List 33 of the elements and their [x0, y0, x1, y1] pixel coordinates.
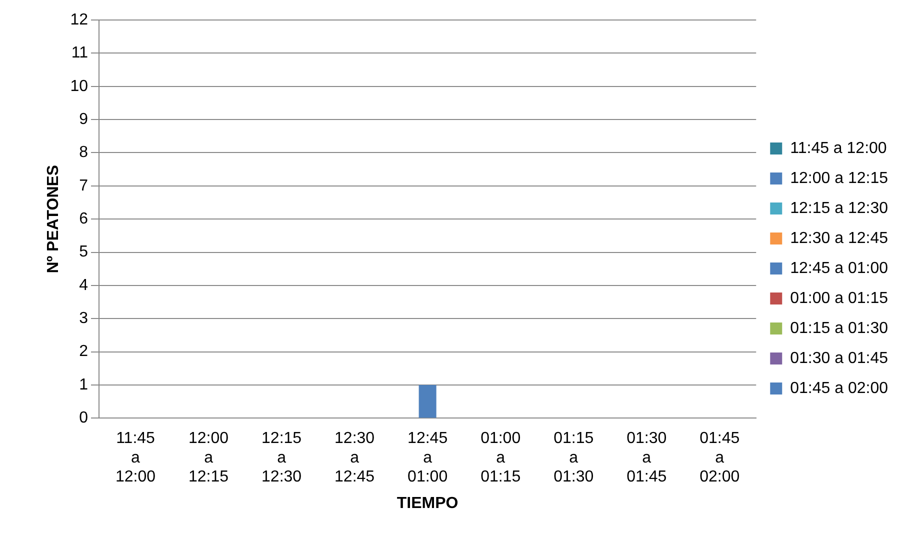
legend-label: 01:00 a 01:15: [790, 290, 888, 307]
y-tick-label: 9: [79, 110, 88, 128]
y-tick-label: 0: [79, 410, 88, 427]
legend-label: 12:15 a 12:30: [790, 200, 888, 217]
legend-label: 01:45 a 02:00: [790, 380, 888, 397]
x-tick-label: 01:30 a 01:45: [626, 430, 667, 486]
legend-label: 11:45 a 12:00: [790, 140, 887, 157]
x-tick-label: 11:45 a 12:00: [115, 430, 156, 486]
legend-label: 12:30 a 12:45: [790, 230, 888, 247]
y-tick-label: 11: [71, 44, 88, 62]
x-tick-label: 12:45 a 01:00: [408, 430, 448, 486]
y-tick-label: 2: [79, 343, 88, 360]
x-tick-label: 12:00 a 12:15: [188, 430, 229, 486]
y-tick-label: 6: [79, 210, 88, 228]
legend-label: 12:45 a 01:00: [790, 260, 888, 277]
y-tick-label: 7: [79, 177, 88, 194]
legend-label: 01:15 a 01:30: [790, 320, 888, 337]
y-axis-title: Nº PEATONES: [45, 164, 62, 274]
legend-label: 12:00 a 12:15: [790, 170, 888, 187]
x-tick-label: 01:00 a 01:15: [480, 430, 521, 486]
y-tick-label: 1: [79, 376, 88, 394]
x-tick-label: 12:30 a 12:45: [334, 430, 375, 486]
x-tick-label: 01:15 a 01:30: [554, 430, 594, 486]
y-tick-label: 12: [70, 11, 88, 28]
y-tick-label: 10: [70, 78, 88, 95]
x-tick-label: 01:45 a 02:00: [700, 430, 740, 486]
y-tick-label: 5: [79, 244, 88, 261]
y-tick-label: 4: [79, 276, 88, 294]
y-tick-label: 3: [79, 310, 88, 328]
legend-label: 01:30 a 01:45: [790, 350, 888, 367]
x-tick-label: 12:15 a 12:30: [262, 430, 302, 486]
x-axis-title: TIEMPO: [396, 494, 458, 512]
y-tick-label: 8: [79, 144, 88, 162]
